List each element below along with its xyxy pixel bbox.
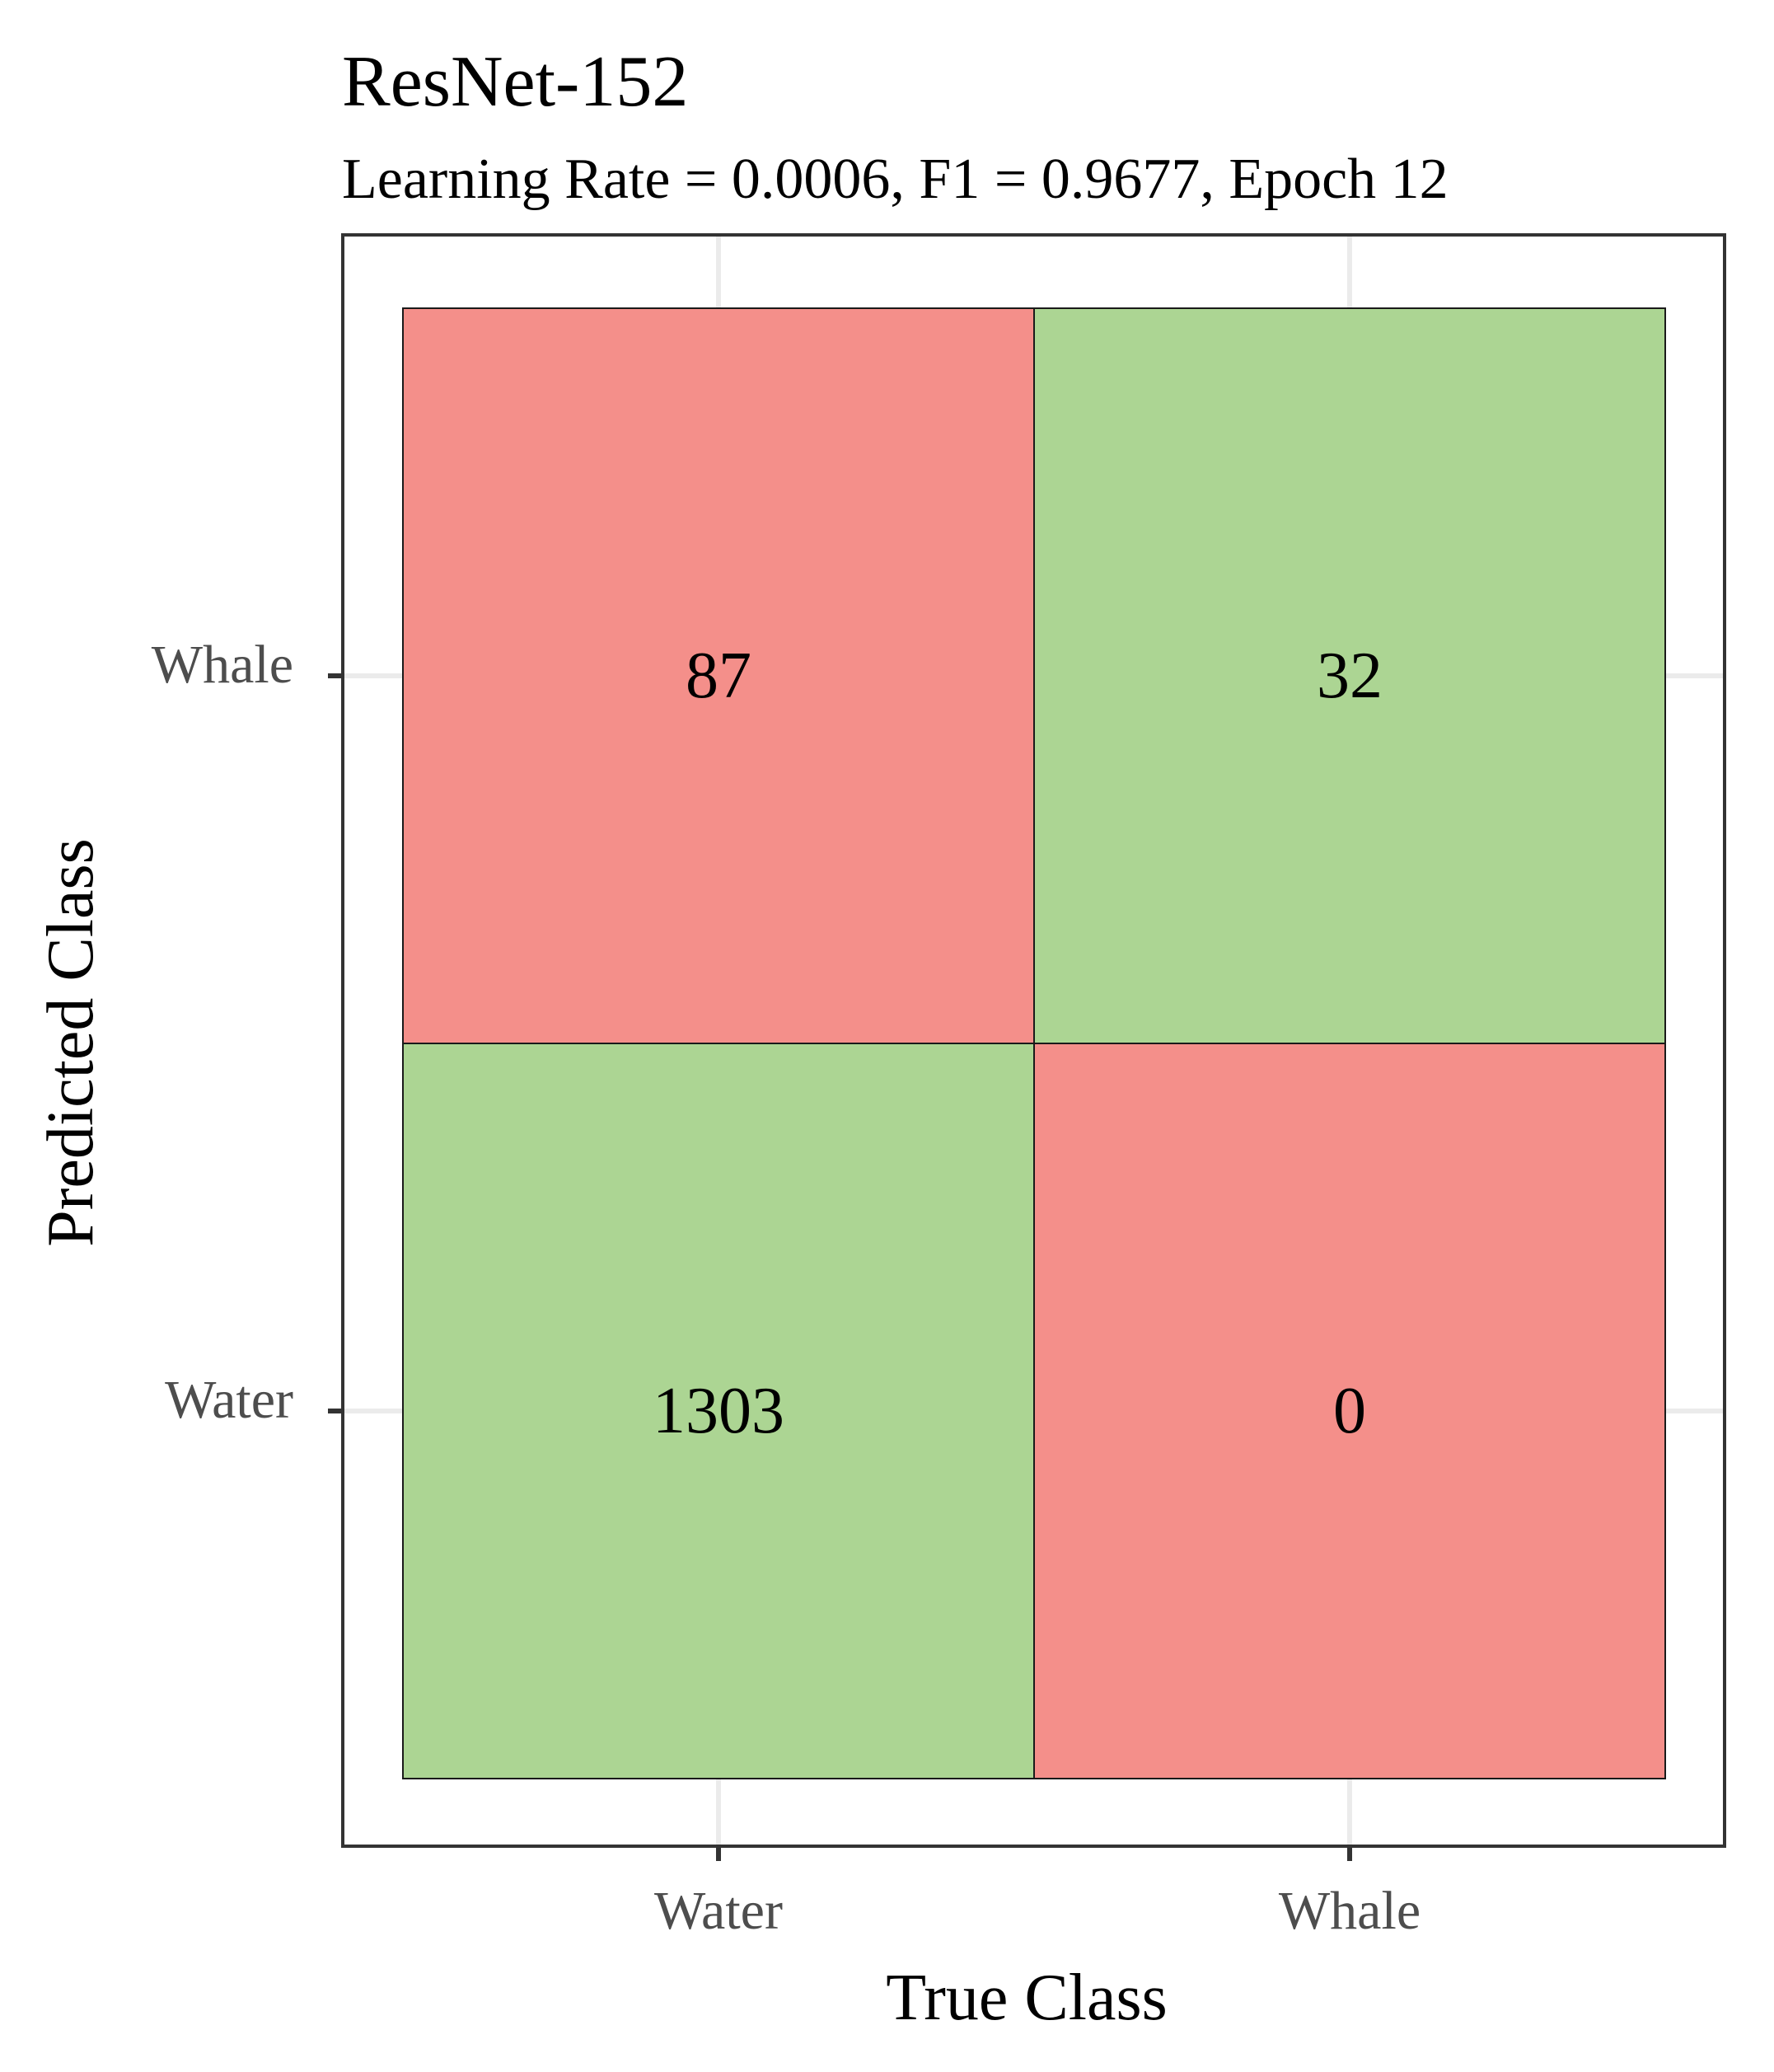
panel-border [341,233,1726,1848]
heatmap-cell [402,307,1035,1044]
cell-value-label: 1303 [653,1375,784,1447]
cell-value-labels: 87 32 1303 0 [653,640,1383,1447]
x-tick-label: Water [654,1881,783,1941]
y-axis: Water Whale [152,635,343,1430]
heatmap-cell [1033,1043,1666,1779]
chart-subtitle: Learning Rate = 0.0006, F1 = 0.9677, Epo… [342,148,1449,211]
chart-title: ResNet-152 [342,42,688,122]
heatmap-cells [402,307,1666,1779]
cell-value-label: 32 [1317,640,1383,712]
y-axis-title: Predicted Class [35,838,107,1246]
y-tick-label: Water [165,1370,293,1430]
y-tick-label: Whale [152,635,293,695]
heatmap-cell [402,1043,1035,1779]
x-tick-label: Whale [1279,1881,1421,1941]
x-axis: Water Whale [654,1846,1421,1941]
x-axis-title: True Class [886,1962,1168,2034]
cell-value-label: 0 [1333,1375,1366,1447]
cell-value-label: 87 [686,640,751,712]
